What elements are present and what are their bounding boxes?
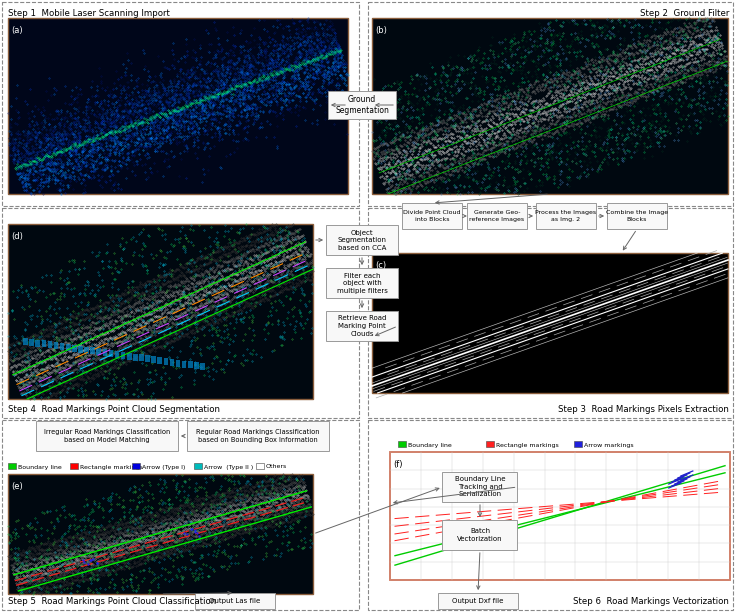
- Text: Step 5  Road Markings Point Cloud Classification: Step 5 Road Markings Point Cloud Classif…: [8, 597, 216, 606]
- Bar: [486, 441, 494, 447]
- Bar: [368, 208, 733, 418]
- Bar: [372, 18, 728, 194]
- Text: Irregular Road Markings Classification
based on Model Matching: Irregular Road Markings Classification b…: [44, 429, 170, 443]
- Bar: [2, 208, 359, 418]
- Text: (c): (c): [375, 261, 386, 270]
- Bar: [182, 360, 187, 368]
- Bar: [115, 351, 119, 358]
- Bar: [72, 345, 76, 352]
- Text: Others: Others: [266, 465, 287, 470]
- Bar: [200, 363, 205, 370]
- Bar: [574, 441, 582, 447]
- Bar: [326, 225, 398, 255]
- Bar: [78, 346, 83, 352]
- Text: Step 2  Ground Filter: Step 2 Ground Filter: [639, 9, 729, 18]
- Bar: [390, 452, 730, 580]
- Text: (a): (a): [11, 26, 23, 35]
- Text: Object
Segmentation
based on CCA: Object Segmentation based on CCA: [337, 229, 387, 251]
- Bar: [467, 203, 527, 229]
- Text: (b): (b): [375, 26, 387, 35]
- Bar: [195, 593, 275, 609]
- Text: Boundary Line
Tracking and
Serialization: Boundary Line Tracking and Serialization: [455, 476, 505, 498]
- Text: Filter each
object with
multiple filters: Filter each object with multiple filters: [337, 273, 387, 294]
- Bar: [42, 340, 46, 348]
- Bar: [256, 463, 264, 469]
- Bar: [8, 474, 313, 594]
- Text: Ground
Segmentation: Ground Segmentation: [335, 95, 389, 115]
- Bar: [36, 421, 178, 451]
- Text: (f): (f): [393, 460, 403, 469]
- Text: Combine the Image
Blocks: Combine the Image Blocks: [606, 210, 668, 222]
- Text: Regular Road Markings Classification
based on Bounding Box Information: Regular Road Markings Classification bas…: [196, 429, 320, 443]
- Text: Boundary line: Boundary line: [18, 465, 62, 470]
- Text: Step 3  Road Markings Pixels Extraction: Step 3 Road Markings Pixels Extraction: [558, 405, 729, 414]
- Text: (d): (d): [11, 232, 23, 241]
- Text: Process the Images
as Img. 2: Process the Images as Img. 2: [535, 210, 597, 222]
- Bar: [151, 356, 156, 363]
- Bar: [8, 18, 348, 194]
- Bar: [368, 420, 733, 610]
- Bar: [8, 463, 16, 469]
- Bar: [536, 203, 596, 229]
- Text: Arrow (Type I): Arrow (Type I): [142, 465, 185, 470]
- Text: Rectangle markings: Rectangle markings: [80, 465, 143, 470]
- Bar: [188, 362, 193, 368]
- Bar: [133, 354, 137, 360]
- Bar: [164, 358, 168, 365]
- Bar: [132, 463, 140, 469]
- Text: Step 4  Road Markings Point Cloud Segmentation: Step 4 Road Markings Point Cloud Segment…: [8, 405, 220, 414]
- Bar: [103, 349, 107, 356]
- Text: Output Dxf file: Output Dxf file: [452, 598, 503, 604]
- Text: Batch
Vectorization: Batch Vectorization: [457, 528, 503, 542]
- Bar: [146, 356, 150, 362]
- Bar: [96, 348, 101, 356]
- Bar: [2, 2, 359, 206]
- Bar: [121, 352, 126, 359]
- Bar: [176, 360, 180, 367]
- Bar: [607, 203, 667, 229]
- Text: Step 6  Road Markings Vectorization: Step 6 Road Markings Vectorization: [573, 597, 729, 606]
- Text: Rectangle markings: Rectangle markings: [496, 443, 559, 447]
- Bar: [66, 344, 71, 351]
- Bar: [24, 338, 28, 345]
- Bar: [60, 343, 65, 350]
- Bar: [194, 463, 202, 469]
- Bar: [70, 463, 78, 469]
- Bar: [29, 338, 34, 346]
- Bar: [139, 354, 144, 362]
- Bar: [2, 420, 359, 610]
- Bar: [127, 352, 132, 360]
- Bar: [90, 348, 95, 354]
- Bar: [326, 268, 398, 298]
- Text: Divide Point Cloud
into Blocks: Divide Point Cloud into Blocks: [404, 210, 461, 222]
- Bar: [170, 359, 174, 366]
- Text: Arrow markings: Arrow markings: [584, 443, 634, 447]
- Bar: [442, 520, 517, 550]
- Bar: [398, 441, 406, 447]
- Bar: [438, 593, 518, 609]
- Bar: [328, 91, 396, 119]
- Bar: [194, 362, 198, 369]
- Bar: [372, 253, 728, 393]
- Bar: [85, 346, 89, 354]
- Bar: [402, 203, 462, 229]
- Bar: [326, 311, 398, 341]
- Text: (e): (e): [11, 482, 23, 491]
- Bar: [442, 472, 517, 502]
- Bar: [35, 340, 40, 346]
- Bar: [8, 224, 313, 399]
- Bar: [109, 350, 113, 357]
- Text: Step 1  Mobile Laser Scanning Import: Step 1 Mobile Laser Scanning Import: [8, 9, 170, 18]
- Bar: [54, 342, 58, 349]
- Bar: [187, 421, 329, 451]
- Text: Arrow  (Type II ): Arrow (Type II ): [204, 465, 254, 470]
- Bar: [48, 341, 52, 348]
- Text: Boundary line: Boundary line: [408, 443, 452, 447]
- Text: Output Las file: Output Las file: [209, 598, 261, 604]
- Bar: [368, 2, 733, 206]
- Bar: [157, 357, 162, 364]
- Text: Retrieve Road
Marking Point
Clouds: Retrieve Road Marking Point Clouds: [338, 316, 386, 337]
- Text: Generate Geo-
reference Images: Generate Geo- reference Images: [470, 210, 525, 222]
